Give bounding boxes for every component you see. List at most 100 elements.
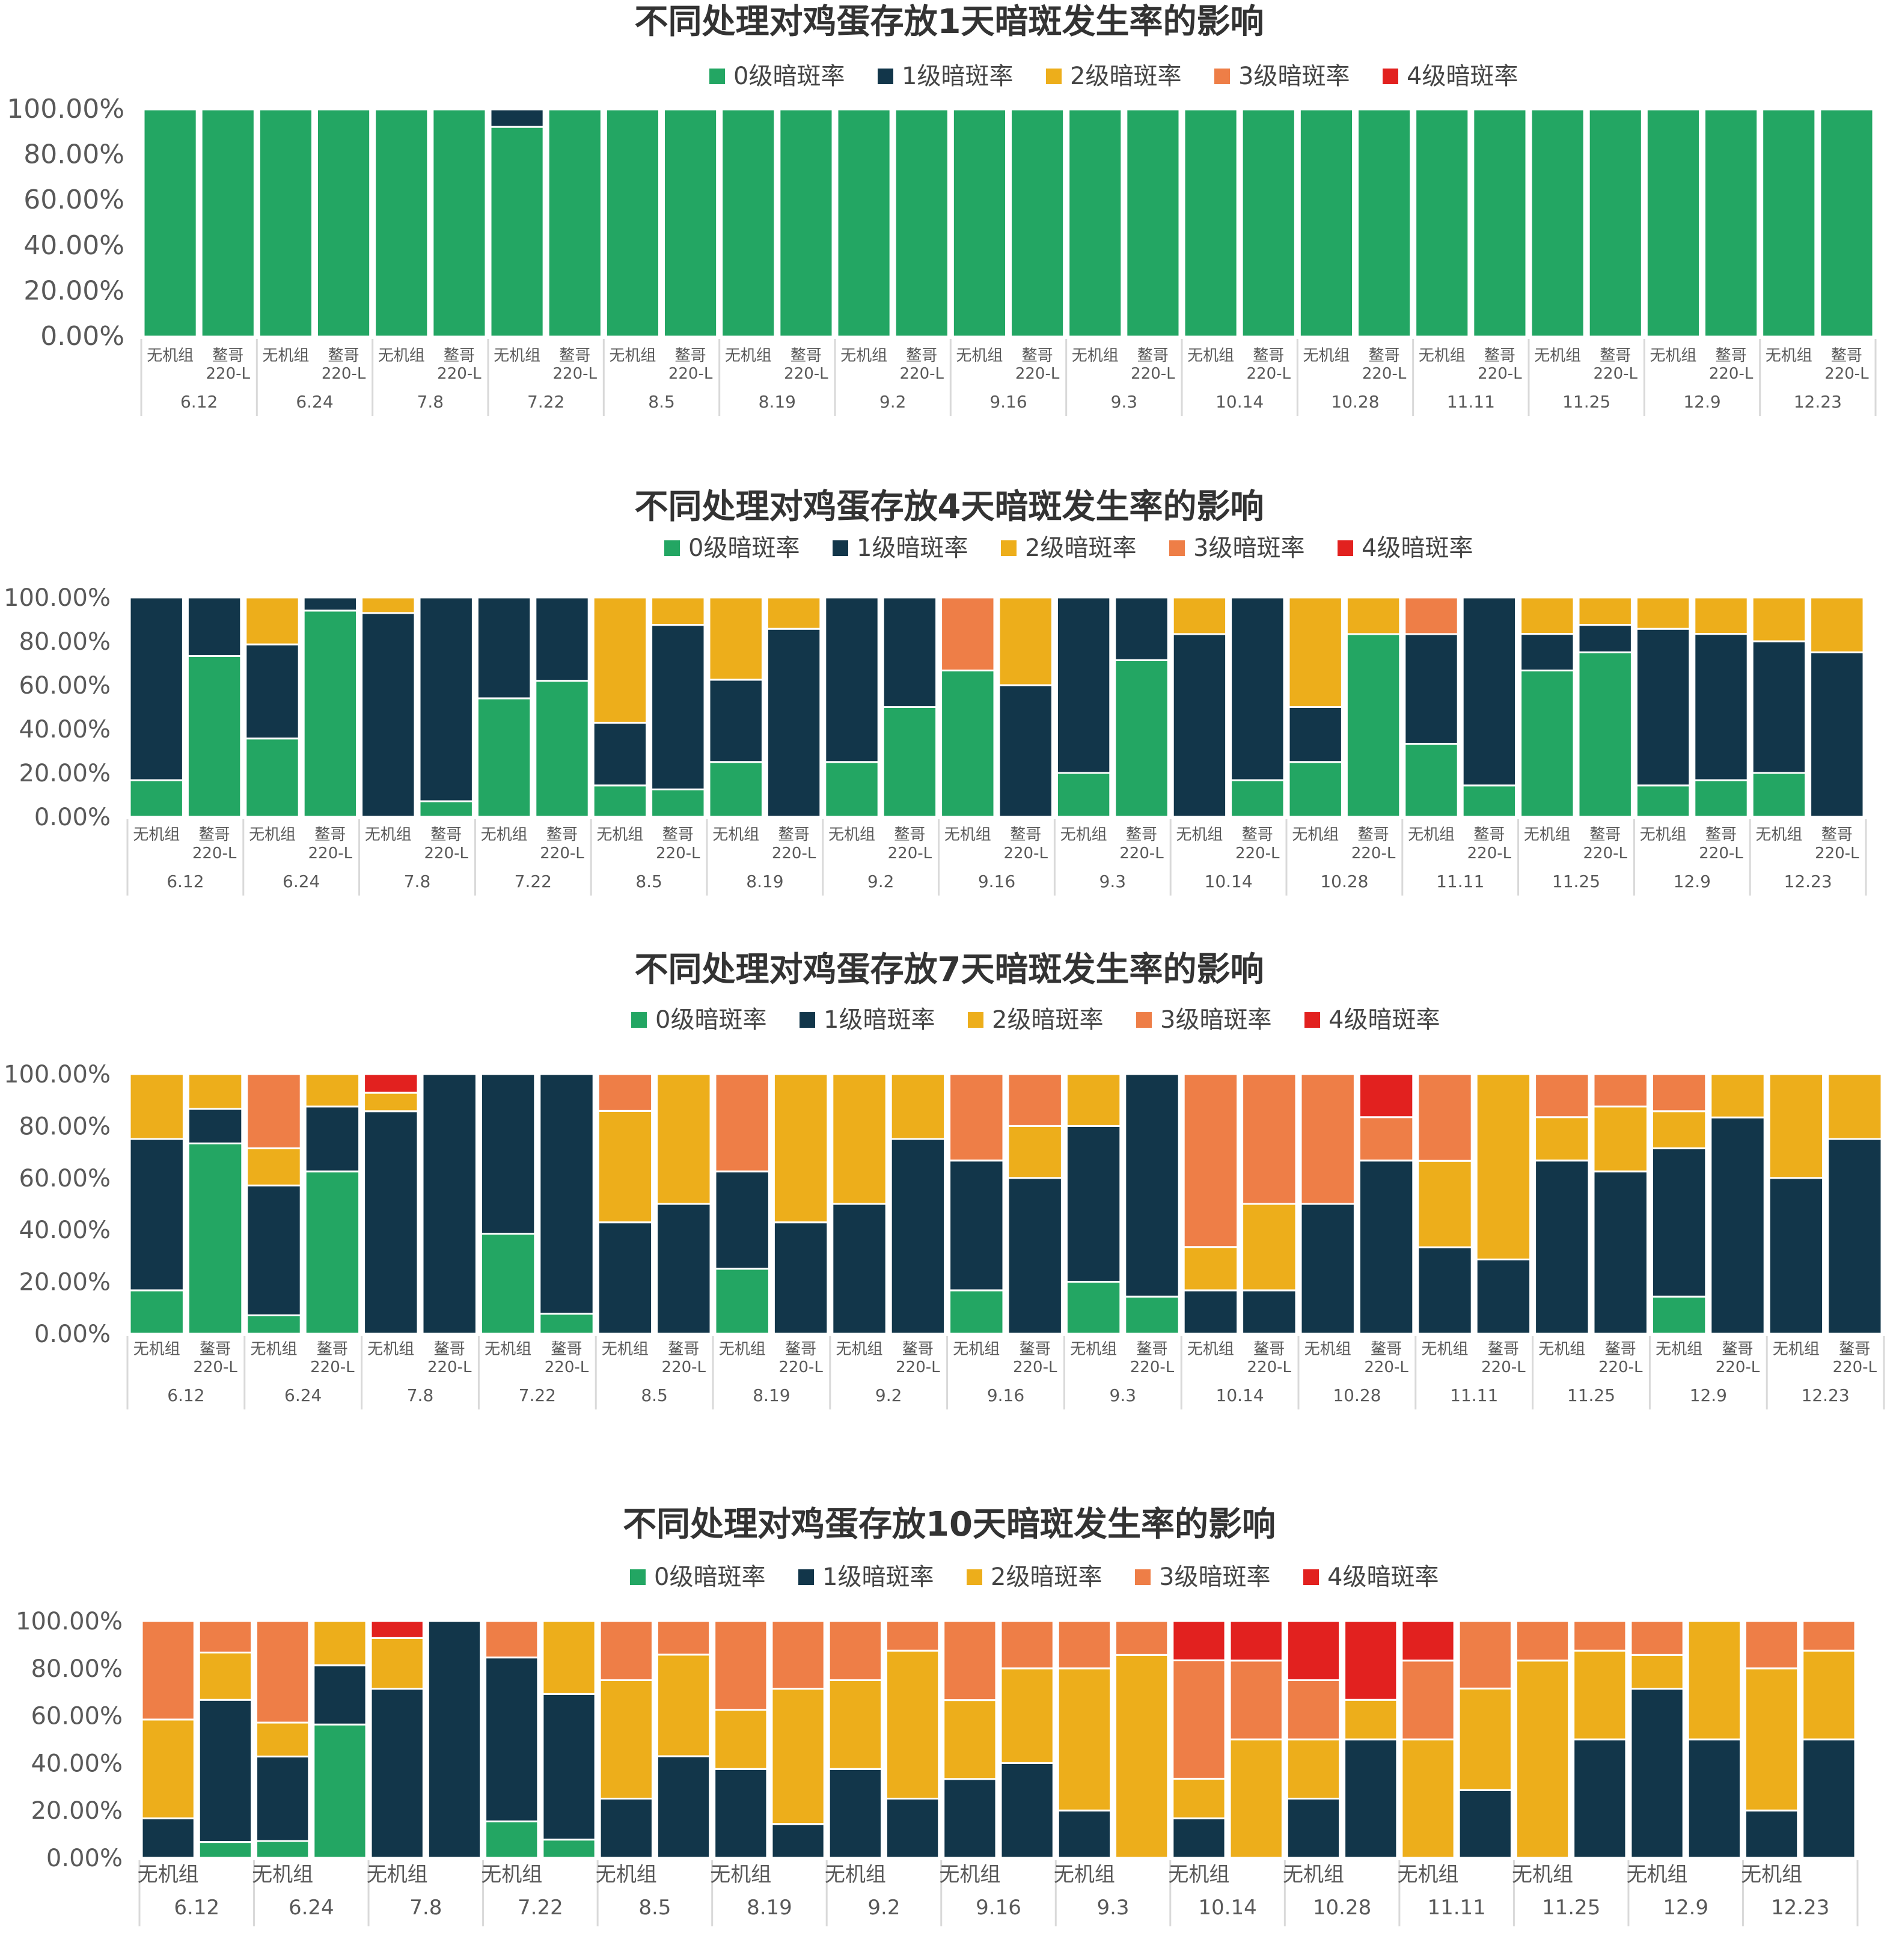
group-label-control: 无机组 bbox=[1419, 347, 1466, 365]
bar-segment-level3 bbox=[1404, 596, 1459, 635]
bar-segment-level3 bbox=[597, 1073, 653, 1112]
bar-segment-level3 bbox=[1458, 1620, 1512, 1690]
group-label-treatment-model: 220-L bbox=[1815, 844, 1859, 862]
bar-segment-level1 bbox=[1630, 1688, 1684, 1859]
y-tick-label: 60.00% bbox=[19, 672, 111, 700]
bar-segment-level1 bbox=[1461, 596, 1517, 787]
y-tick-label: 80.00% bbox=[31, 1655, 123, 1683]
chart-title: 不同处理对鸡蛋存放1天暗斑发生率的影响 bbox=[635, 2, 1264, 41]
legend-swatch-level3 bbox=[1214, 69, 1230, 84]
group-label-treatment-model: 220-L bbox=[900, 365, 944, 383]
legend-label-level1: 1级暗斑率 bbox=[902, 63, 1013, 90]
bar-segment-level0 bbox=[1577, 651, 1633, 818]
group-label-treatment: 鳌哥 bbox=[1137, 347, 1169, 365]
y-tick-label: 40.00% bbox=[31, 1750, 123, 1777]
date-label: 6.24 bbox=[296, 392, 333, 412]
bar-segment-level0 bbox=[1065, 1281, 1122, 1335]
bar-segment-level1 bbox=[1458, 1789, 1512, 1859]
bar-segment-level1 bbox=[831, 1203, 887, 1335]
date-label: 8.5 bbox=[638, 1896, 671, 1920]
bar-segment-level2 bbox=[129, 1073, 185, 1140]
group-label-control: 无机组 bbox=[953, 1340, 1000, 1358]
bar-segment-level0 bbox=[534, 680, 590, 818]
bar-segment-level3 bbox=[198, 1620, 253, 1653]
bar-segment-level2 bbox=[1710, 1073, 1766, 1119]
date-label: 10.28 bbox=[1320, 872, 1368, 891]
y-tick-label: 40.00% bbox=[23, 230, 124, 261]
group-label-treatment-model: 220-L bbox=[540, 844, 584, 862]
date-label: 11.25 bbox=[1562, 392, 1610, 412]
group-label-treatment: 鳌哥 bbox=[199, 826, 230, 844]
bar-segment-level2 bbox=[1630, 1653, 1684, 1690]
bar-segment-level1 bbox=[427, 1620, 482, 1859]
bar-segment-level3 bbox=[714, 1073, 770, 1173]
group-label-treatment: 鳌哥 bbox=[1488, 1340, 1519, 1358]
date-label: 6.24 bbox=[283, 872, 320, 891]
bar-segment-level1 bbox=[304, 1105, 361, 1173]
bar-segment-level2 bbox=[1345, 596, 1401, 635]
date-label: 7.22 bbox=[519, 1385, 556, 1405]
y-tick-label: 100.00% bbox=[4, 1061, 111, 1088]
bar-segment-level3 bbox=[1007, 1073, 1063, 1127]
bar-segment-level0 bbox=[245, 737, 300, 818]
group-label-treatment-model: 220-L bbox=[437, 365, 482, 383]
bar-segment-level0 bbox=[1404, 742, 1459, 818]
bar-segment-level1 bbox=[542, 1693, 596, 1841]
group-label-treatment: 鳌哥 bbox=[1839, 1340, 1870, 1358]
bar-segment-level0 bbox=[1472, 108, 1527, 338]
bar-segment-level1 bbox=[534, 596, 590, 682]
group-label-treatment-model: 220-L bbox=[662, 1358, 706, 1376]
legend: 0级暗斑率 1级暗斑率 2级暗斑率 3级暗斑率 4级暗斑率 bbox=[630, 1563, 1439, 1591]
group-label-control: 无机组 bbox=[1054, 1863, 1115, 1887]
bar-segment-level1 bbox=[1534, 1159, 1590, 1335]
group-label-control: 无机组 bbox=[825, 1863, 886, 1887]
group-label-control: 无机组 bbox=[712, 826, 759, 844]
group-label-control: 无机组 bbox=[1421, 1340, 1468, 1358]
group-label-treatment-model: 220-L bbox=[1716, 1358, 1760, 1376]
legend-label-level3: 3级暗斑率 bbox=[1160, 1006, 1271, 1034]
bar-segment-level1 bbox=[1114, 596, 1169, 661]
group-label-control: 无机组 bbox=[485, 1340, 531, 1358]
group-label-treatment: 鳌哥 bbox=[785, 1340, 816, 1358]
group-label-treatment: 鳌哥 bbox=[668, 1340, 699, 1358]
date-label: 10.14 bbox=[1216, 392, 1264, 412]
bar-segment-level2 bbox=[1458, 1687, 1512, 1791]
group-label-control: 无机组 bbox=[1168, 1863, 1229, 1887]
y-tick-label: 60.00% bbox=[31, 1703, 123, 1730]
bar-segment-level1 bbox=[361, 612, 416, 818]
bar-segment-level1 bbox=[1687, 1738, 1742, 1859]
group-label-treatment-model: 220-L bbox=[193, 1358, 237, 1376]
date-label: 9.3 bbox=[1111, 392, 1138, 412]
group-label-control: 无机组 bbox=[133, 1340, 180, 1358]
legend: 0级暗斑率 1级暗斑率 2级暗斑率 3级暗斑率 4级暗斑率 bbox=[631, 1006, 1440, 1034]
bar-segment-level1 bbox=[421, 1073, 477, 1335]
group-label-control: 无机组 bbox=[609, 347, 656, 365]
bar-segment-level2 bbox=[198, 1651, 253, 1701]
bar-segment-level2 bbox=[885, 1649, 940, 1800]
bar-segment-level1 bbox=[714, 1768, 768, 1859]
group-label-treatment-model: 220-L bbox=[896, 1358, 940, 1376]
group-label-treatment-model: 220-L bbox=[1709, 365, 1754, 383]
group-label-treatment-model: 220-L bbox=[1015, 365, 1060, 383]
date-label: 7.22 bbox=[527, 392, 564, 412]
bar-segment-level0 bbox=[1345, 633, 1401, 818]
bars bbox=[129, 596, 1865, 818]
bar-segment-level1 bbox=[129, 596, 184, 781]
bar-segment-level0 bbox=[1761, 108, 1817, 338]
chart-1: 不同处理对鸡蛋存放1天暗斑发生率的影响 0级暗斑率 1级暗斑率 2级暗斑率 3级暗斑率 4… bbox=[7, 2, 1877, 416]
legend-label-level2: 2级暗斑率 bbox=[1025, 534, 1136, 562]
bar-segment-level0 bbox=[316, 108, 372, 338]
group-label-treatment-model: 220-L bbox=[427, 1358, 472, 1376]
bar-segment-level0 bbox=[940, 670, 995, 818]
bar-segment-level1 bbox=[539, 1073, 595, 1315]
legend-swatch-level0 bbox=[631, 1012, 647, 1028]
bar-segment-level0 bbox=[187, 1142, 243, 1335]
bar-segment-level2 bbox=[141, 1718, 195, 1819]
group-label-treatment-model: 220-L bbox=[1481, 1358, 1526, 1376]
bar-segment-level0 bbox=[1414, 108, 1470, 338]
bar-segment-level1 bbox=[1172, 1817, 1226, 1859]
group-label-treatment: 鳌哥 bbox=[200, 1340, 231, 1358]
y-tick-label: 60.00% bbox=[19, 1165, 111, 1192]
